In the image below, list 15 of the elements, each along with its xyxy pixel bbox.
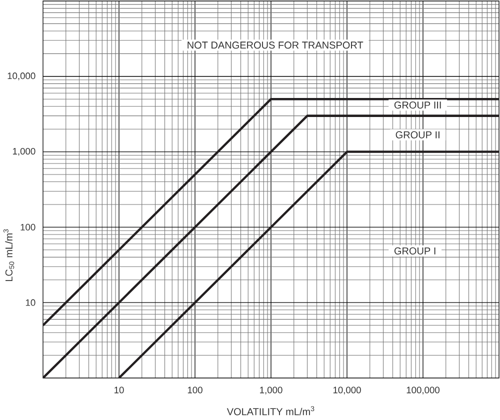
y-tick-label: 100 [20,224,36,230]
x-tick-label: 100 [188,386,202,394]
annotation: GROUP I [394,247,436,254]
y-axis-title: LC$_{50}$ mL/m$^{3}$ [3,229,14,282]
annotation: GROUP III [394,102,441,109]
y-tick-label: 10,000 [8,72,36,80]
annotation: NOT DANGEROUS FOR TRANSPORT [188,42,364,49]
x-tick-label: 100,000 [406,386,440,394]
x-tick-label: 1,000 [260,386,282,394]
x-tick-label: 10,000 [333,386,361,394]
y-tick-label: 1,000 [12,148,36,156]
annotation: GROUP II [396,131,440,138]
x-axis-title: VOLATILITY mL/m$^{3}$ [226,406,314,416]
y-tick-label: 10 [26,299,36,306]
x-tick-label: 10 [114,386,124,394]
